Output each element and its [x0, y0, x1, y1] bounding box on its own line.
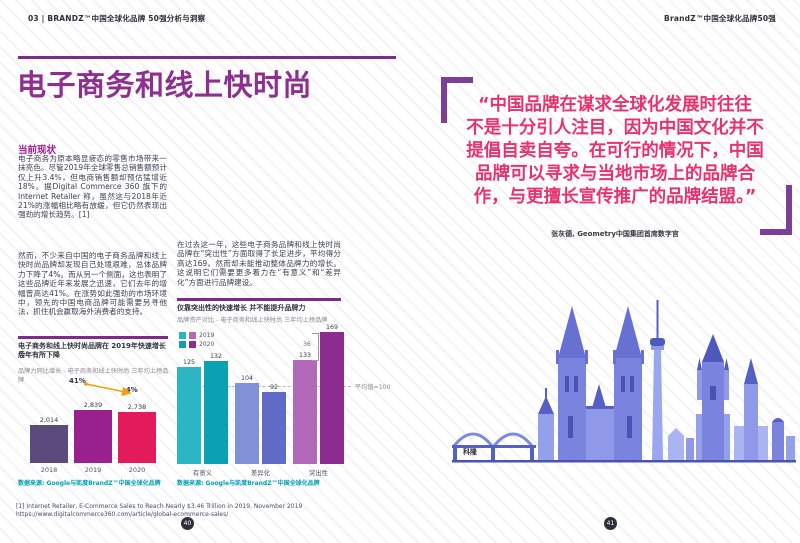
paragraph-col1-1: 电子商务为原本略显疲态的零售市场带来一抹亮色。尽管2019年全球零售总销售额预计… [18, 154, 167, 220]
page-title: 电子商务和线上快时尚 [17, 68, 313, 102]
paragraph-col1-2: 然而，不少来自中国的电子商务品牌和线上快时尚品牌却发现自己处境艰难，总体品牌力下… [18, 251, 167, 317]
left-chart-xlabels: 2018 2019 2020 [40, 466, 146, 474]
right-church-icon [734, 358, 768, 461]
average-line [177, 386, 351, 387]
left-bar-2020: 2,738 [118, 403, 156, 463]
tv-tower-icon [650, 300, 665, 461]
left-bar-2018: 2,014 [30, 416, 68, 463]
small-tower-icon [538, 388, 554, 461]
growth-arrow-icon [84, 382, 132, 397]
city-label: 科隆 [463, 448, 477, 456]
quote-line-4: 品牌可以寻求与当地市场上的品牌合 [475, 164, 755, 184]
pull-quote: “中国品牌在谋求全球化发展时往往 不是十分引人注目，因为中国文化并不 提倡自卖自… [445, 94, 785, 209]
left-chart-subtitle: 品牌力同比增长 - 电子商务和线上快时尚 三年均上榜品牌 [18, 368, 169, 384]
header-right: BrandZ™中国全球化品牌50强 [664, 14, 776, 23]
bridge-icon [452, 432, 536, 461]
header-left: 03 | BRANDZ™中国全球化品牌 50强分析与洞察 [28, 14, 206, 23]
right-bar-group-3: 133 169 [293, 324, 344, 464]
legend-2019: 2019 [179, 332, 214, 339]
houses-icon [668, 428, 694, 461]
ground-line [452, 460, 796, 463]
right-chart-title: 仅靠突出性的快速增长 并不能提升品牌力 [177, 304, 306, 312]
left-chart-title-1: 电子商务和线上快时尚品牌在 2019年快速增长后 [18, 342, 166, 359]
right-bar-group-1: 125 132 [177, 353, 228, 464]
growth-label-2019: 41% [69, 377, 86, 385]
page-number-right: 41 [604, 517, 617, 530]
quote-line-1: “中国品牌在谋求全球化发展时往往 [477, 95, 752, 115]
title-rule [18, 56, 396, 59]
quote-line-5: 作，与更擅长宣传推广的品牌结盟。” [473, 187, 757, 207]
left-chart-rule [18, 336, 168, 339]
diff-bracket-top [312, 333, 319, 334]
left-bar-2019: 2,839 [74, 401, 112, 463]
quote-attribution: 张灰德, Geometry中国集团首席数字官 [551, 230, 679, 238]
quote-line-3: 提倡自卖自夸。在可行的情况下，中国 [466, 141, 764, 161]
page-number-left: 40 [181, 517, 194, 530]
legend-2020: 2020 [179, 341, 214, 348]
average-line-label: 平均值=100 [355, 384, 391, 391]
right-chart-source: 数据来源: Google与凯度BrandZ™中国全球化品牌 [177, 480, 320, 487]
left-chart-title-2: 今年有所下降 [18, 351, 60, 359]
diff-bracket-line [318, 333, 319, 361]
left-chart-source: 数据来源: Google与凯度BrandZ™中国全球化品牌 [18, 480, 161, 487]
quote-bracket-top-left [441, 77, 473, 123]
diff-bracket-bottom [312, 360, 319, 361]
left-chart-bars: 2,014 2,839 2,738 [30, 370, 156, 463]
right-chart-subtitle: 品牌资产对比 - 电子商务和线上快时尚 三年均上榜品牌 [177, 317, 328, 324]
right-chart-xlabels: 有意义 差异化 突出性 [193, 470, 328, 477]
footnote-line-2: https://www.digitalcommerce360.com/artic… [16, 511, 229, 518]
right-chart-groups: 125 132 104 92 133 169 [177, 323, 344, 464]
footnote-line-1: [1] Internet Retailer, E-Commerce Sales … [16, 503, 303, 510]
quote-line-2: 不是十分引人注目，因为中国文化并不 [466, 118, 764, 138]
right-buildings-icon [772, 418, 795, 461]
diff-label: 36 [303, 341, 311, 348]
cologne-skyline-illustration [452, 300, 796, 463]
quote-bracket-bottom-right [760, 185, 792, 235]
section-heading: 当前现状 [18, 145, 57, 156]
right-bar-group-2: 104 92 [235, 375, 286, 464]
paragraph-col2-1: 在过去这一年，这些电子商务品牌和线上快时尚品牌在“突出性”方面取得了长足进步，平… [177, 240, 341, 287]
right-chart-rule [177, 298, 341, 301]
right-chart-legend: 2019 2020 [179, 332, 214, 350]
cathedral-icon [556, 306, 644, 461]
st-martin-church-icon [696, 334, 730, 461]
